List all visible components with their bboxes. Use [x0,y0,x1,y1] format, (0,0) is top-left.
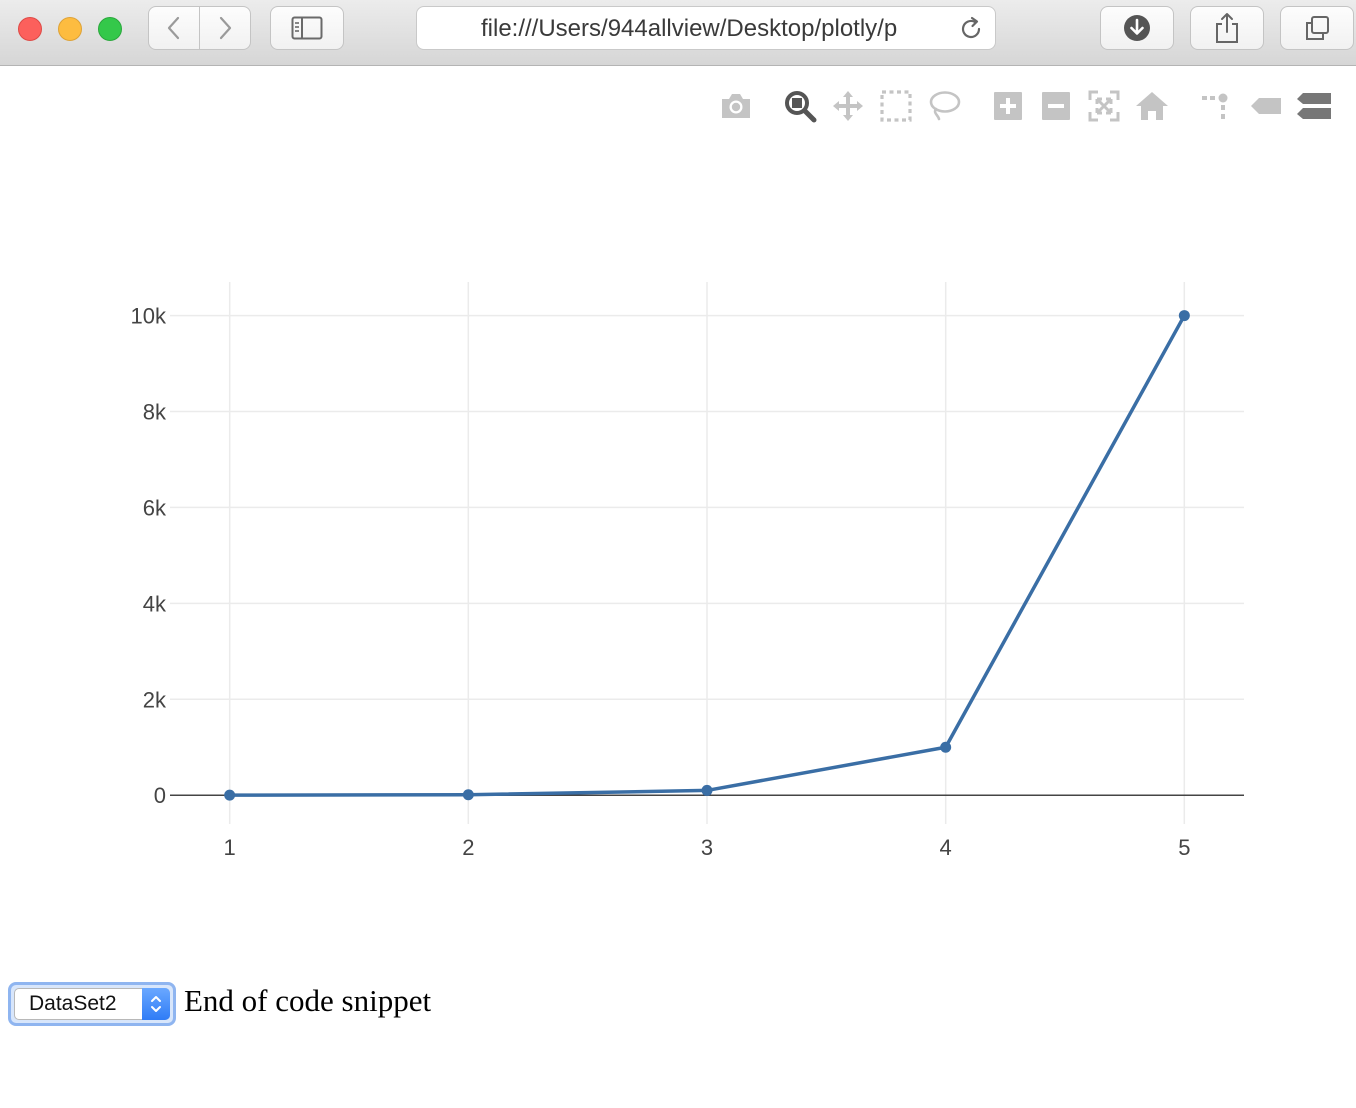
y-tick-label: 8k [143,400,167,425]
y-tick-label: 0 [154,783,166,808]
pan-icon [833,91,863,121]
downloads-button[interactable] [1100,6,1174,50]
data-point-marker[interactable] [1178,310,1190,322]
line-chart[interactable]: 1 2 3 4 5 0 2k 4k 6k 8k 10k [0,260,1356,880]
reload-button[interactable] [957,15,985,48]
spike-lines-button[interactable] [1196,86,1236,126]
address-bar[interactable]: file:///Users/944allview/Desktop/plotly/… [416,6,996,50]
x-tick-label: 1 [224,835,236,860]
zoom-button[interactable] [780,86,820,126]
data-point-marker[interactable] [224,789,236,801]
zoom-out-button[interactable] [1036,86,1076,126]
box-select-icon [880,90,912,122]
hover-compare-button[interactable] [1292,86,1336,126]
y-tick-label: 6k [143,495,167,520]
pan-button[interactable] [828,86,868,126]
chart-grid [170,282,1244,824]
x-tick-label: 3 [701,835,713,860]
chart-axes: 1 2 3 4 5 0 2k 4k 6k 8k 10k [131,304,1244,860]
chart-series[interactable] [224,310,1190,801]
dataset-select[interactable]: DataSet2 [14,988,170,1020]
zoom-in-button[interactable] [988,86,1028,126]
data-point-marker[interactable] [701,784,713,796]
autoscale-button[interactable] [1084,86,1124,126]
lasso-icon [929,91,961,121]
spike-lines-icon [1202,93,1228,119]
hover-closest-button[interactable] [1246,86,1286,126]
sidebar-button[interactable] [270,6,344,50]
box-select-button[interactable] [876,86,916,126]
select-arrows-icon [142,988,170,1020]
y-tick-label: 4k [143,591,167,616]
maximize-window-button[interactable] [98,17,122,41]
data-point-marker[interactable] [940,741,952,753]
autoscale-icon [1088,90,1120,122]
end-of-snippet-text: End of code snippet [184,983,432,1018]
camera-icon [722,94,750,118]
download-icon [1124,15,1150,41]
reset-axes-icon [1136,92,1168,120]
x-tick-label: 2 [462,835,474,860]
zoom-out-icon [1042,92,1070,120]
chevron-right-icon [219,16,232,40]
share-button[interactable] [1190,6,1264,50]
zoom-icon [785,91,817,123]
data-point-marker[interactable] [462,789,474,801]
reload-icon [961,16,981,39]
y-tick-label: 2k [143,687,167,712]
reset-axes-button[interactable] [1132,86,1172,126]
tabs-icon [1306,16,1329,40]
plot-modebar [0,86,1356,130]
y-tick-label: 10k [131,304,167,329]
minimize-window-button[interactable] [58,17,82,41]
download-plot-button[interactable] [716,86,756,126]
hover-compare-icon [1297,93,1331,119]
tabs-button[interactable] [1280,6,1354,50]
share-icon [1216,13,1238,43]
sidebar-icon [291,16,323,40]
hover-closest-icon [1251,98,1281,114]
lasso-select-button[interactable] [924,86,964,126]
dataset-select-value: DataSet2 [29,992,117,1015]
close-window-button[interactable] [18,17,42,41]
chevron-left-icon [167,16,180,40]
url-text[interactable]: file:///Users/944allview/Desktop/plotly/… [481,15,898,42]
x-tick-label: 5 [1178,835,1190,860]
x-tick-label: 4 [940,835,952,860]
back-button[interactable] [148,6,200,50]
zoom-in-icon [994,92,1022,120]
forward-button[interactable] [199,6,251,50]
dataset-select-focus-ring: DataSet2 [8,982,176,1026]
browser-toolbar: file:///Users/944allview/Desktop/plotly/… [0,0,1356,66]
